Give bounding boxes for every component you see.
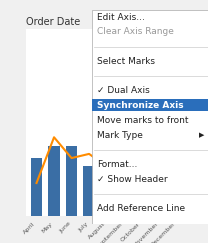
Text: Add Reference Line: Add Reference Line [97, 204, 186, 213]
Text: Synchronize Axis: Synchronize Axis [97, 101, 184, 110]
Bar [31, 158, 42, 216]
Bar [118, 83, 130, 216]
Bar [171, 58, 182, 216]
FancyBboxPatch shape [94, 14, 208, 228]
Bar [83, 166, 95, 216]
Text: Edit Axis...: Edit Axis... [97, 13, 145, 22]
Bar [66, 146, 77, 216]
Text: Select Marks: Select Marks [97, 57, 155, 66]
Text: ▶: ▶ [199, 132, 204, 138]
Text: ✓ Show Header: ✓ Show Header [97, 175, 168, 184]
FancyBboxPatch shape [92, 10, 208, 224]
Bar [48, 146, 60, 216]
Text: Move marks to front: Move marks to front [97, 116, 189, 125]
Bar [154, 108, 165, 216]
Text: Format...: Format... [97, 160, 138, 169]
Text: Order Date: Order Date [26, 17, 80, 27]
Text: Mark Type: Mark Type [97, 130, 143, 139]
Bar [136, 100, 147, 216]
Text: Clear Axis Range: Clear Axis Range [97, 27, 174, 36]
FancyBboxPatch shape [92, 99, 208, 111]
Text: ✓ Dual Axis: ✓ Dual Axis [97, 86, 150, 95]
Bar [101, 175, 112, 216]
